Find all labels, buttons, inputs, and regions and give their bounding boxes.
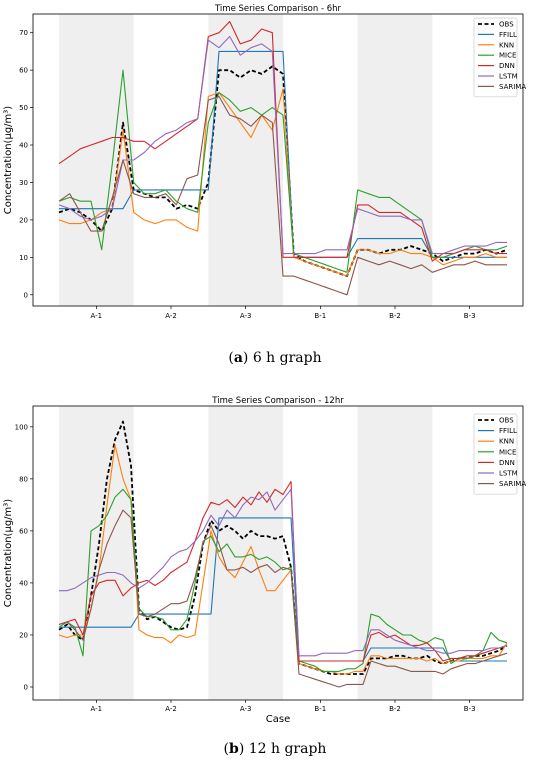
shaded-region-B-2	[357, 14, 433, 306]
series-line-dnn	[58, 480, 508, 662]
series-line-sarima	[58, 95, 507, 296]
legend-label-ffill: FFILL	[499, 427, 517, 435]
chart-title: Time Series Comparison - 6hr	[214, 4, 342, 14]
caption-letter: b	[229, 741, 239, 757]
y-tick-label: 20	[19, 216, 28, 224]
legend-label-sarima: SARIMA	[499, 480, 526, 488]
series-line-lstm	[59, 488, 508, 657]
legend-box	[473, 17, 518, 98]
legend-label-mice: MICE	[499, 52, 516, 60]
shaded-region-A-3	[208, 14, 283, 306]
series-line-mice	[58, 69, 508, 273]
y-tick-label: 40	[19, 142, 28, 150]
x-tick-label: B-3	[464, 312, 476, 320]
series-line-dnn	[58, 20, 507, 262]
shaded-region-B-2	[357, 406, 433, 700]
series-line-lstm	[58, 35, 507, 255]
legend-label-sarima: SARIMA	[499, 83, 526, 91]
x-tick-label: A-1	[91, 705, 103, 713]
x-tick-label: A-2	[165, 705, 177, 713]
y-tick-label: 100	[15, 423, 28, 431]
y-axis-label: Concentration(µg/m³)	[3, 499, 14, 607]
legend-label-obs: OBS	[499, 21, 514, 29]
x-axis-label: Case	[266, 714, 290, 725]
y-tick-label: 60	[19, 527, 28, 535]
y-tick-label: 50	[19, 104, 28, 112]
caption-letter: a	[233, 350, 243, 366]
legend-label-lstm: LSTM	[499, 73, 518, 81]
plot-frame	[32, 405, 524, 701]
y-tick-label: 0	[24, 683, 28, 691]
legend-label-mice: MICE	[499, 448, 516, 456]
y-tick-label: 40	[19, 579, 28, 587]
y-tick-label: 60	[19, 67, 28, 75]
x-tick-label: B-1	[314, 312, 326, 320]
x-tick-label: B-1	[314, 705, 326, 713]
chart-6hr: Time Series Comparison - 6hr 0 10 20 30 40 50 6…	[3, 4, 526, 320]
shaded-region-A-3	[208, 406, 283, 700]
legend-label-lstm: LSTM	[499, 470, 518, 478]
shaded-region-A-1	[59, 14, 134, 306]
legend-label-knn: KNN	[499, 438, 514, 446]
y-tick-label: 80	[19, 475, 28, 483]
legend-label-dnn: DNN	[499, 62, 515, 70]
x-tick-label: A-3	[240, 312, 252, 320]
x-tick-label: B-2	[389, 312, 401, 320]
legend-box	[473, 413, 518, 495]
y-tick-label: 10	[19, 254, 28, 262]
caption-6hr: (a) 6 h graph	[228, 350, 322, 366]
y-tick-label: 20	[19, 631, 28, 639]
legend-label-obs: OBS	[499, 417, 514, 425]
chart-12hr: Time Series Comparison - 12hr 0 20 40 60 80 10…	[3, 396, 526, 725]
caption-text: 12 h graph	[248, 741, 327, 757]
caption-12hr: (b) 12 h graph	[223, 741, 327, 757]
y-tick-label: 30	[19, 179, 28, 187]
legend-label-ffill: FFILL	[499, 31, 517, 39]
y-tick-label: 0	[24, 291, 28, 299]
y-axis-label: Concentration(µg/m³)	[3, 106, 14, 214]
series-line-sarima	[58, 509, 508, 688]
x-tick-label: A-1	[91, 312, 103, 320]
legend-label-dnn: DNN	[499, 459, 515, 467]
y-tick-label: 70	[19, 29, 28, 37]
x-tick-label: B-3	[464, 705, 476, 713]
series-line-mice	[58, 488, 508, 672]
shaded-region-A-1	[59, 406, 134, 700]
legend-label-knn: KNN	[499, 41, 514, 49]
x-tick-label: A-2	[165, 312, 177, 320]
plot-frame	[32, 13, 524, 307]
x-tick-label: B-2	[389, 705, 401, 713]
x-tick-label: A-3	[240, 705, 252, 713]
chart-title: Time Series Comparison - 12hr	[211, 396, 344, 406]
caption-text: 6 h graph	[252, 350, 322, 366]
